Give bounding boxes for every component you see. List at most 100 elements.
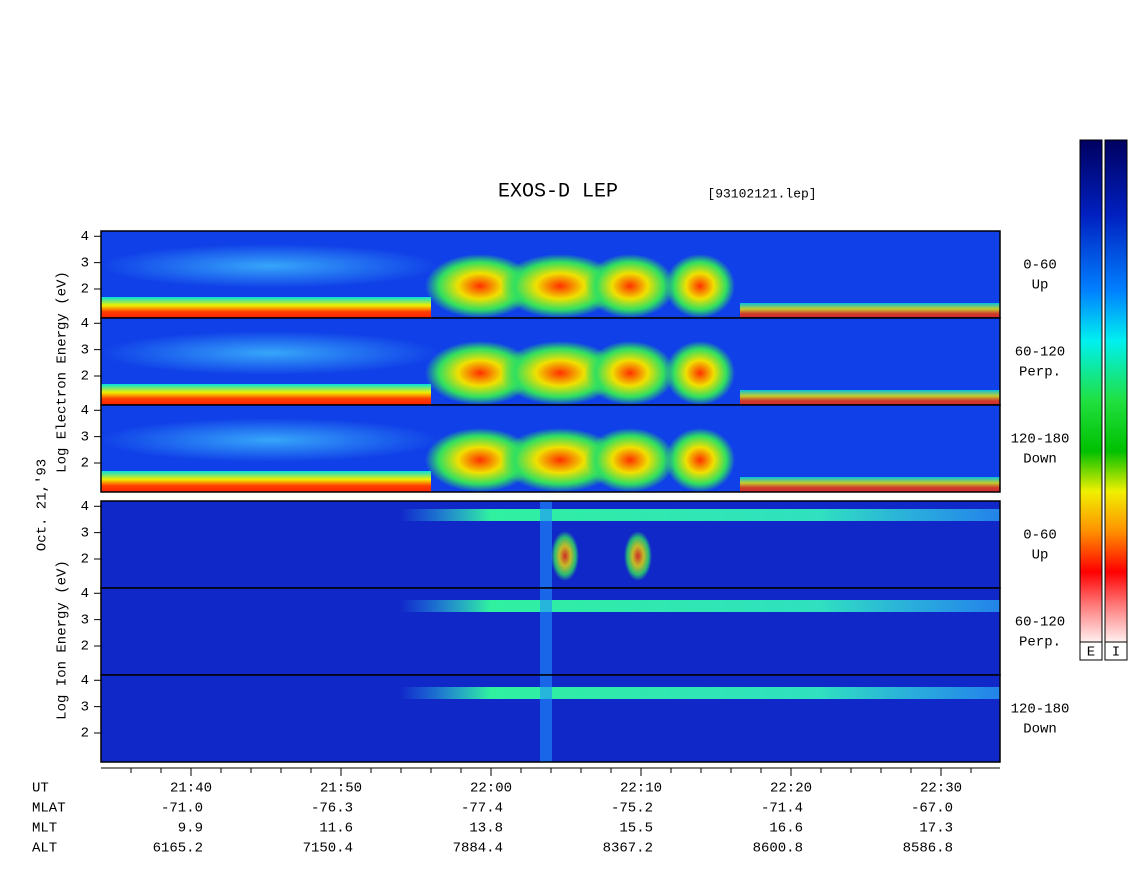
y-tick-label: 4 xyxy=(81,229,89,245)
orbit-value: -71.4 xyxy=(761,801,803,817)
spectrogram-feature xyxy=(551,531,579,581)
spectrogram-feature xyxy=(100,244,440,288)
y-tick-label: 3 xyxy=(81,612,89,628)
spectrogram-feature xyxy=(500,341,620,405)
colorbar xyxy=(1104,139,1128,643)
colorbar-label: I xyxy=(1112,645,1120,661)
panel-angle: 0-60 xyxy=(1023,258,1057,274)
y-tick-label: 2 xyxy=(81,726,89,742)
spectrogram-feature xyxy=(101,297,431,318)
orbit-value: 8586.8 xyxy=(903,841,953,857)
spectrogram-feature xyxy=(540,588,552,675)
panel-direction: Perp. xyxy=(1019,365,1061,381)
spectrogram-feature xyxy=(740,390,1000,405)
y-tick-label: 3 xyxy=(81,429,89,445)
spectrogram-feature xyxy=(425,428,535,492)
orbit-value: 7884.4 xyxy=(453,841,503,857)
orbit-row-label: ALT xyxy=(32,841,57,857)
colorbar-label-box xyxy=(1104,641,1128,661)
panel-direction: Down xyxy=(1023,722,1057,738)
spectrogram-feature xyxy=(500,254,620,318)
y-tick-label: 4 xyxy=(81,673,89,689)
spectrogram-feature xyxy=(665,341,735,405)
y-axis-label: Log Ion Energy (eV) xyxy=(55,560,71,720)
orbit-value: 11.6 xyxy=(319,821,353,837)
spectrogram-feature xyxy=(101,384,431,405)
orbit-value: 6165.2 xyxy=(153,841,203,857)
orbit-row-label: UT xyxy=(32,781,49,797)
spectrogram-feature xyxy=(665,428,735,492)
file-name: [93102121.lep] xyxy=(707,186,816,201)
title: EXOS-D LEP xyxy=(498,180,618,203)
orbit-value: 15.5 xyxy=(619,821,653,837)
orbit-value: -71.0 xyxy=(161,801,203,817)
y-tick-label: 4 xyxy=(81,586,89,602)
panel-direction: Up xyxy=(1032,278,1049,294)
orbit-value: 9.9 xyxy=(178,821,203,837)
y-tick-label: 2 xyxy=(81,282,89,298)
panel-angle: 0-60 xyxy=(1023,528,1057,544)
y-tick-label: 3 xyxy=(81,525,89,541)
spectrogram-feature xyxy=(400,600,1000,612)
y-tick-label: 2 xyxy=(81,456,89,472)
spectrogram-feature xyxy=(624,531,652,581)
panel-direction: Up xyxy=(1032,548,1049,564)
orbit-value: -77.4 xyxy=(461,801,503,817)
spectrogram-feature xyxy=(740,477,1000,492)
orbit-value: -75.2 xyxy=(611,801,653,817)
x-tick-label: 22:00 xyxy=(470,781,512,797)
spectrogram-feature xyxy=(400,509,1000,521)
spectrogram-feature xyxy=(425,254,535,318)
spectrogram-feature xyxy=(500,428,620,492)
x-tick-label: 22:20 xyxy=(770,781,812,797)
x-tick-label: 22:10 xyxy=(620,781,662,797)
spectrogram-feature xyxy=(100,418,440,462)
orbit-value: -76.3 xyxy=(311,801,353,817)
x-tick-label: 22:30 xyxy=(920,781,962,797)
y-tick-label: 4 xyxy=(81,403,89,419)
panel-direction: Perp. xyxy=(1019,635,1061,651)
spectrogram-feature xyxy=(740,303,1000,318)
colorbar-label-box xyxy=(1079,641,1103,661)
spectrogram-feature xyxy=(100,331,440,375)
y-axis-label: Log Electron Energy (eV) xyxy=(55,271,71,473)
panel-angle: 120-180 xyxy=(1011,432,1070,448)
spectrogram-feature xyxy=(101,471,431,492)
orbit-row-label: MLAT xyxy=(32,801,66,817)
spectrogram-feature xyxy=(540,675,552,762)
panel-direction: Down xyxy=(1023,452,1057,468)
spectrogram-feature xyxy=(665,254,735,318)
panel-border xyxy=(100,674,1001,763)
panel-angle: 60-120 xyxy=(1015,345,1065,361)
y-tick-label: 2 xyxy=(81,552,89,568)
orbit-value: 17.3 xyxy=(919,821,953,837)
y-tick-label: 4 xyxy=(81,499,89,515)
spectrogram-feature xyxy=(425,341,535,405)
y-tick-label: 3 xyxy=(81,342,89,358)
orbit-value: 8367.2 xyxy=(603,841,653,857)
y-tick-label: 3 xyxy=(81,255,89,271)
orbit-value: -67.0 xyxy=(911,801,953,817)
y-tick-label: 2 xyxy=(81,369,89,385)
y-tick-label: 4 xyxy=(81,316,89,332)
orbit-value: 16.6 xyxy=(769,821,803,837)
panel-border xyxy=(100,404,1001,493)
orbit-value: 13.8 xyxy=(469,821,503,837)
spectrogram-feature xyxy=(540,501,552,588)
date: Oct. 21,'93 xyxy=(35,459,51,551)
orbit-value: 7150.4 xyxy=(303,841,353,857)
y-tick-label: 3 xyxy=(81,699,89,715)
orbit-row-label: MLT xyxy=(32,821,57,837)
spectrogram-feature xyxy=(585,428,675,492)
panel-angle: 60-120 xyxy=(1015,615,1065,631)
orbit-value: 8600.8 xyxy=(753,841,803,857)
x-tick-label: 21:50 xyxy=(320,781,362,797)
spectrogram-feature xyxy=(585,254,675,318)
x-tick-label: 21:40 xyxy=(170,781,212,797)
colorbar xyxy=(1079,139,1103,643)
spectrogram-feature xyxy=(400,687,1000,699)
spectrogram-feature xyxy=(585,341,675,405)
panel-angle: 120-180 xyxy=(1011,702,1070,718)
colorbar-label: E xyxy=(1087,645,1095,661)
